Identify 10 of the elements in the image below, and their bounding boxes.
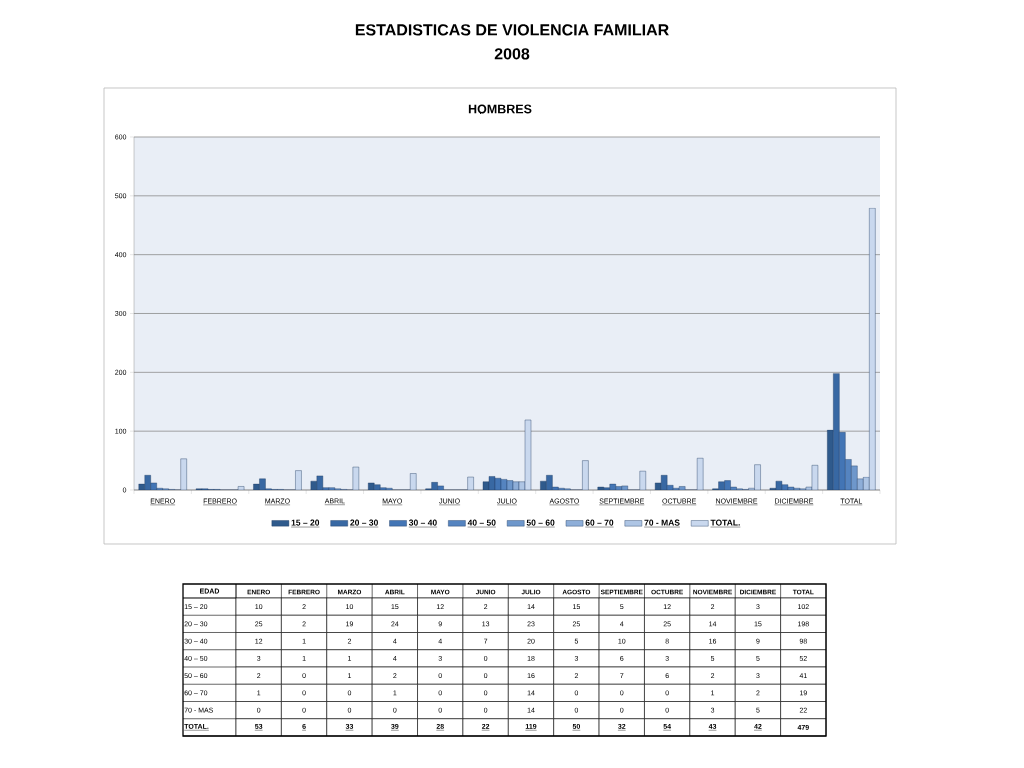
legend-label: 30 – 40 <box>408 519 437 526</box>
legend-label: 40 – 50 <box>467 519 496 526</box>
legend-label: 15 – 20 <box>291 519 320 526</box>
legend-label: 50 – 60 <box>526 519 555 526</box>
chart-title: ESTADISTICAS DE VIOLENCIA FAMILIAR 2008 <box>355 24 669 60</box>
legend-label: 20 – 30 <box>350 519 378 526</box>
legend-label: 60 – 70 <box>585 519 614 526</box>
legend-label: 70 - MAS <box>644 519 680 526</box>
chart-subtitle: HOMBRES <box>468 104 532 114</box>
legend-label: TOTAL. <box>710 519 740 526</box>
